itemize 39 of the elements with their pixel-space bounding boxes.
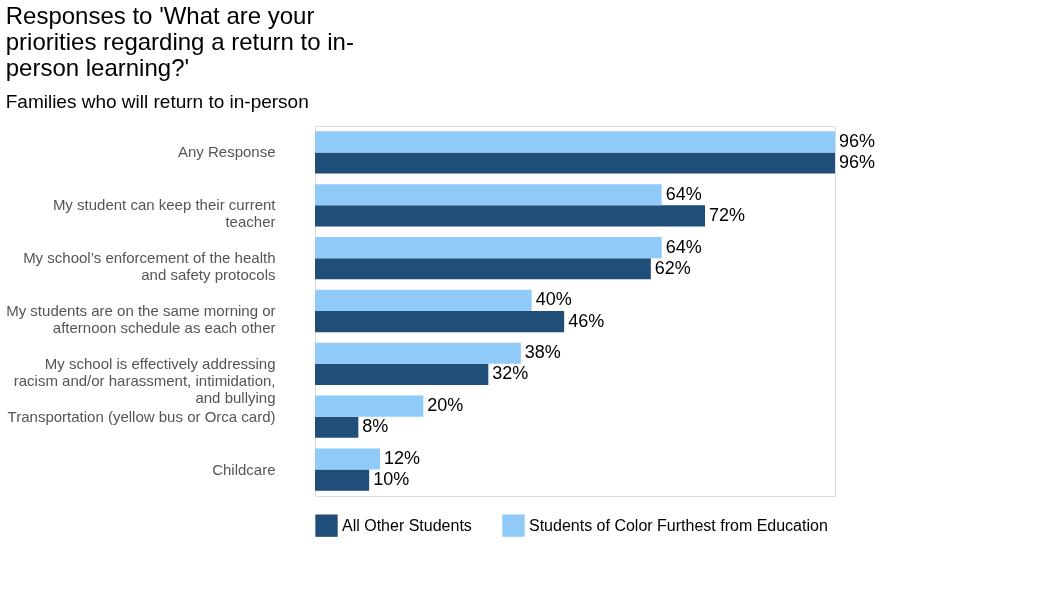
- data-label: 72%: [709, 204, 746, 225]
- bar: [315, 416, 359, 438]
- data-label: 96%: [839, 152, 876, 172]
- y-tick-label: Any Response: [177, 143, 276, 161]
- data-label: 64%: [665, 236, 702, 257]
- y-tick-label: My school is effectively addressing racism and/or harassment, intimidation, and bullying: [13, 354, 276, 406]
- bar: [315, 363, 489, 385]
- data-label: 38%: [524, 342, 561, 363]
- data-label: 10%: [373, 469, 410, 490]
- bar: [315, 469, 370, 491]
- y-tick-label: My school’s enforcement of the health and safety protocols: [23, 249, 276, 284]
- data-label: 40%: [535, 289, 572, 310]
- bar: [315, 448, 380, 470]
- data-label: 8%: [362, 416, 389, 437]
- legend-label: Students of Color Furthest from Education: [529, 516, 828, 534]
- data-label: 12%: [384, 448, 421, 468]
- data-label: 96%: [839, 130, 876, 151]
- legend-label: All Other Students: [342, 516, 472, 534]
- y-tick-label: My student can keep their current teacher: [52, 196, 277, 231]
- bar: [315, 395, 424, 417]
- bar: [315, 258, 651, 280]
- data-label: 62%: [654, 257, 691, 278]
- y-tick-label: Transportation (yellow bus or Orca card): [7, 407, 276, 425]
- bar: [315, 205, 705, 227]
- bar: [315, 311, 565, 333]
- bar: [315, 237, 662, 259]
- y-tick-label: Childcare: [212, 460, 276, 478]
- text: Families who will return to in-person: [5, 91, 309, 112]
- data-label: 32%: [492, 363, 529, 384]
- data-label: 20%: [427, 395, 464, 416]
- y-tick-label: My students are on the same morning or afternoon schedule as each other: [6, 302, 276, 336]
- bar: [315, 131, 835, 153]
- data-label: 46%: [568, 310, 605, 331]
- bar: [315, 289, 532, 311]
- bar: [315, 342, 521, 364]
- chart-title: Responses to 'What are your priorities regarding a return to in-person learning?': [5, 2, 354, 81]
- data-label: 64%: [665, 183, 702, 204]
- bar: [315, 184, 662, 206]
- bar: [315, 152, 835, 174]
